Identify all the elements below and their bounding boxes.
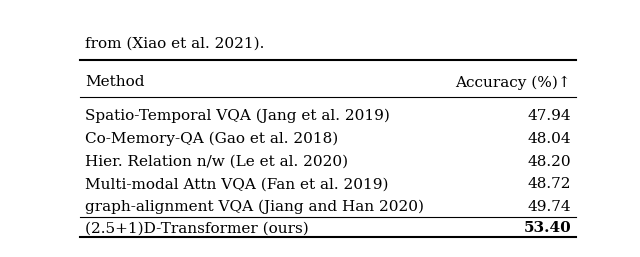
Text: from (Xiao et al. 2021).: from (Xiao et al. 2021). <box>85 37 264 51</box>
Text: 48.04: 48.04 <box>527 132 571 146</box>
Text: Co-Memory-QA (Gao et al. 2018): Co-Memory-QA (Gao et al. 2018) <box>85 132 338 146</box>
Text: 47.94: 47.94 <box>527 109 571 123</box>
Text: graph-alignment VQA (Jiang and Han 2020): graph-alignment VQA (Jiang and Han 2020) <box>85 200 424 214</box>
Text: Multi-modal Attn VQA (Fan et al. 2019): Multi-modal Attn VQA (Fan et al. 2019) <box>85 177 388 191</box>
Text: Accuracy (%)↑: Accuracy (%)↑ <box>456 75 571 90</box>
Text: 49.74: 49.74 <box>527 200 571 214</box>
Text: (2.5+1)D-Transformer (ours): (2.5+1)D-Transformer (ours) <box>85 221 308 235</box>
Text: 48.20: 48.20 <box>527 154 571 169</box>
Text: Method: Method <box>85 75 145 89</box>
Text: Hier. Relation n/w (Le et al. 2020): Hier. Relation n/w (Le et al. 2020) <box>85 154 348 169</box>
Text: 48.72: 48.72 <box>527 177 571 191</box>
Text: Spatio-Temporal VQA (Jang et al. 2019): Spatio-Temporal VQA (Jang et al. 2019) <box>85 109 390 123</box>
Text: 53.40: 53.40 <box>524 221 571 235</box>
